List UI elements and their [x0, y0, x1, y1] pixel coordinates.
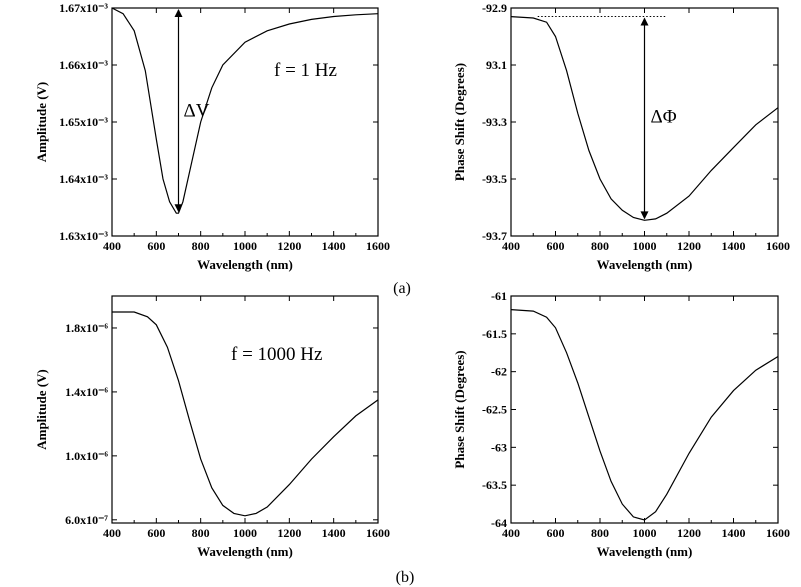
phase-1000hz-x-tick-label: 1000 [633, 526, 657, 540]
phase-1000hz-y-tick-label: -62 [491, 365, 507, 379]
phase-1000hz-y-tick-label: -63.5 [482, 478, 507, 492]
amp-1000hz-x-tick-label: 1000 [233, 526, 257, 540]
amp-1hz-y-tick-label: 1.67x10⁻³ [59, 1, 108, 15]
amp-1000hz-x-tick-label: 1400 [322, 526, 346, 540]
phase-1hz-x-tick-label: 600 [547, 239, 565, 253]
chart-phase-1000hz: 400 600 800 1000 1200 1400 1600 -61 -61.5 -62 -62.… [452, 289, 790, 559]
phase-1hz-arrowhead-up [640, 17, 649, 26]
amp-1hz-x-tick-label: 400 [103, 239, 121, 253]
phase-1hz-y-axis-label: Phase Shift (Degrees) [452, 63, 467, 181]
phase-1hz-x-axis-label: Wavelength (nm) [597, 257, 693, 272]
amp-1hz-delta-label: ΔV [184, 101, 210, 122]
phase-1000hz-x-tick-label: 600 [547, 526, 565, 540]
amp-1hz-y-tick-label: 1.64x10⁻³ [59, 172, 108, 186]
amp-1hz-x-tick-label: 1200 [277, 239, 301, 253]
panel-label-a: (a) [393, 280, 411, 297]
amp-1hz-arrowhead-down [174, 204, 183, 213]
amp-1000hz-x-tick-label: 600 [147, 526, 165, 540]
amp-1000hz-x-tick-label: 1200 [277, 526, 301, 540]
amp-1000hz-y-tick-label: 1.0x10⁻⁶ [65, 449, 108, 463]
phase-1hz-delta-label: ΔΦ [651, 106, 677, 127]
phase-1000hz-y-tick-label: -62.5 [482, 403, 507, 417]
phase-1000hz-y-axis-label: Phase Shift (Degrees) [452, 350, 467, 468]
phase-1hz-arrowhead-down [640, 211, 649, 220]
panel-label-b: (b) [396, 569, 415, 586]
phase-1000hz-plot-frame [510, 295, 779, 524]
phase-1hz-y-tick-label: -92.9 [482, 1, 507, 15]
phase-1000hz-x-tick-label: 1200 [677, 526, 701, 540]
amp-1000hz-series-line [112, 311, 379, 517]
amp-1hz-x-tick-label: 1000 [233, 239, 257, 253]
phase-1hz-x-tick-label: 1200 [677, 239, 701, 253]
phase-1hz-y-tick-label: -93.7 [482, 229, 507, 243]
phase-1hz-y-tick-label: 93.1 [486, 58, 507, 72]
amp-1000hz-frequency-annotation: f = 1000 Hz [231, 344, 322, 365]
amp-1000hz-x-tick-label: 400 [103, 526, 121, 540]
amp-1hz-series-line [111, 7, 379, 214]
amp-1hz-y-tick-label: 1.65x10⁻³ [59, 115, 108, 129]
phase-1hz-y-tick-label: -93.3 [482, 115, 507, 129]
phase-1hz-x-tick-label: 1600 [766, 239, 790, 253]
phase-1000hz-series-line [510, 309, 779, 521]
amp-1hz-x-axis-label: Wavelength (nm) [197, 257, 293, 272]
amp-1hz-x-tick-label: 600 [147, 239, 165, 253]
amp-1hz-arrowhead-up [174, 9, 183, 17]
phase-1000hz-y-tick-label: -61 [491, 289, 507, 303]
amp-1000hz-x-tick-label: 1600 [366, 526, 390, 540]
phase-1000hz-x-tick-label: 800 [591, 526, 609, 540]
amp-1000hz-y-tick-label: 1.8x10⁻⁶ [65, 321, 108, 335]
amp-1000hz-y-tick-label: 6.0x10⁻⁷ [65, 513, 108, 527]
phase-1000hz-y-tick-label: -64 [491, 516, 507, 530]
amp-1000hz-x-axis-label: Wavelength (nm) [197, 544, 293, 559]
chart-phase-1hz: 400 600 800 1000 1200 1400 1600 -92.9 93.1 -93.3 -… [452, 1, 790, 272]
phase-1000hz-x-tick-label: 400 [502, 526, 520, 540]
phase-1000hz-x-tick-label: 1600 [766, 526, 790, 540]
amp-1hz-y-tick-label: 1.63x10⁻³ [59, 229, 108, 243]
phase-1hz-x-tick-label: 1000 [633, 239, 657, 253]
phase-1hz-x-tick-label: 800 [591, 239, 609, 253]
phase-1hz-series-line [510, 16, 779, 221]
amp-1hz-frequency-annotation: f = 1 Hz [274, 60, 337, 81]
phase-1000hz-x-tick-label: 1400 [722, 526, 746, 540]
amp-1000hz-y-tick-label: 1.4x10⁻⁶ [65, 385, 108, 399]
amp-1hz-x-tick-label: 800 [192, 239, 210, 253]
phase-1hz-x-tick-label: 400 [502, 239, 520, 253]
amp-1000hz-x-tick-label: 800 [192, 526, 210, 540]
phase-1000hz-y-tick-label: -63 [491, 440, 507, 454]
amp-1hz-y-axis-label: Amplitude (V) [34, 82, 49, 163]
amp-1hz-x-tick-label: 1400 [322, 239, 346, 253]
amp-1000hz-plot-frame [111, 295, 379, 524]
phase-1hz-x-tick-label: 1400 [722, 239, 746, 253]
chart-amplitude-1000hz: 400 600 800 1000 1200 1400 1600 6.0x10⁻⁷ 1.0x10⁻… [34, 295, 390, 559]
phase-1hz-y-tick-label: -93.5 [482, 172, 507, 186]
chart-amplitude-1hz: 400 600 800 1000 1200 1400 1600 1.63x10⁻³ 1.64x1… [34, 1, 390, 272]
phase-1000hz-x-axis-label: Wavelength (nm) [597, 544, 693, 559]
amp-1000hz-y-axis-label: Amplitude (V) [34, 369, 49, 450]
amp-1hz-y-tick-label: 1.66x10⁻³ [59, 58, 108, 72]
amp-1hz-x-tick-label: 1600 [366, 239, 390, 253]
phase-1000hz-y-tick-label: -61.5 [482, 327, 507, 341]
